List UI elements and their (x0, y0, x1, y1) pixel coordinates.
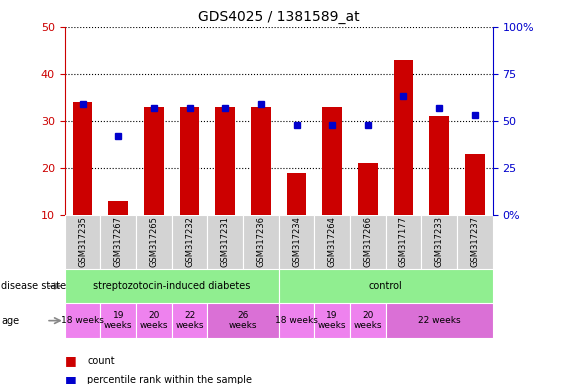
Bar (358, 163, 378, 215)
Bar (279, 215, 314, 269)
Text: control: control (369, 281, 403, 291)
Bar (279, 303, 314, 338)
Bar (350, 215, 386, 269)
Bar (109, 201, 128, 215)
Bar (207, 303, 279, 338)
Title: GDS4025 / 1381589_at: GDS4025 / 1381589_at (198, 10, 360, 25)
Bar (136, 215, 172, 269)
Bar (65, 215, 100, 269)
Text: 26
weeks: 26 weeks (229, 311, 257, 330)
Bar (136, 303, 172, 338)
Text: 22
weeks: 22 weeks (175, 311, 204, 330)
Text: 18 weeks: 18 weeks (61, 316, 104, 325)
Bar (421, 215, 457, 269)
Bar (243, 215, 279, 269)
Text: ■: ■ (65, 374, 77, 384)
Bar (65, 303, 100, 338)
Text: ■: ■ (65, 354, 77, 367)
Text: GSM317266: GSM317266 (363, 217, 372, 267)
Text: GSM317233: GSM317233 (435, 217, 444, 267)
Bar (386, 215, 421, 269)
Text: 18 weeks: 18 weeks (275, 316, 318, 325)
Text: GSM317236: GSM317236 (256, 217, 265, 267)
Text: age: age (1, 316, 19, 326)
Bar (287, 173, 306, 215)
Bar (65, 269, 279, 303)
Bar (100, 215, 136, 269)
Text: GSM317267: GSM317267 (114, 217, 123, 267)
Text: count: count (87, 356, 115, 366)
Text: disease state: disease state (1, 281, 66, 291)
Bar (314, 215, 350, 269)
Text: 22 weeks: 22 weeks (418, 316, 461, 325)
Bar (323, 107, 342, 215)
Bar (216, 107, 235, 215)
Text: 20
weeks: 20 weeks (140, 311, 168, 330)
Bar (172, 303, 207, 338)
Bar (73, 102, 92, 215)
Bar (314, 303, 350, 338)
Text: GSM317265: GSM317265 (149, 217, 158, 267)
Bar (180, 107, 199, 215)
Text: GSM317231: GSM317231 (221, 217, 230, 267)
Bar (430, 116, 449, 215)
Bar (457, 215, 493, 269)
Text: GSM317177: GSM317177 (399, 217, 408, 267)
Bar (279, 269, 493, 303)
Bar (144, 107, 164, 215)
Text: GSM317232: GSM317232 (185, 217, 194, 267)
Bar (207, 215, 243, 269)
Bar (100, 303, 136, 338)
Text: streptozotocin-induced diabetes: streptozotocin-induced diabetes (93, 281, 251, 291)
Text: 20
weeks: 20 weeks (354, 311, 382, 330)
Text: GSM317264: GSM317264 (328, 217, 337, 267)
Bar (172, 215, 207, 269)
Text: GSM317237: GSM317237 (470, 217, 479, 267)
Bar (465, 154, 485, 215)
Text: 19
weeks: 19 weeks (104, 311, 132, 330)
Bar (251, 107, 271, 215)
Text: GSM317234: GSM317234 (292, 217, 301, 267)
Bar (350, 303, 386, 338)
Bar (386, 303, 493, 338)
Text: 19
weeks: 19 weeks (318, 311, 346, 330)
Text: GSM317235: GSM317235 (78, 217, 87, 267)
Bar (394, 60, 413, 215)
Text: percentile rank within the sample: percentile rank within the sample (87, 375, 252, 384)
